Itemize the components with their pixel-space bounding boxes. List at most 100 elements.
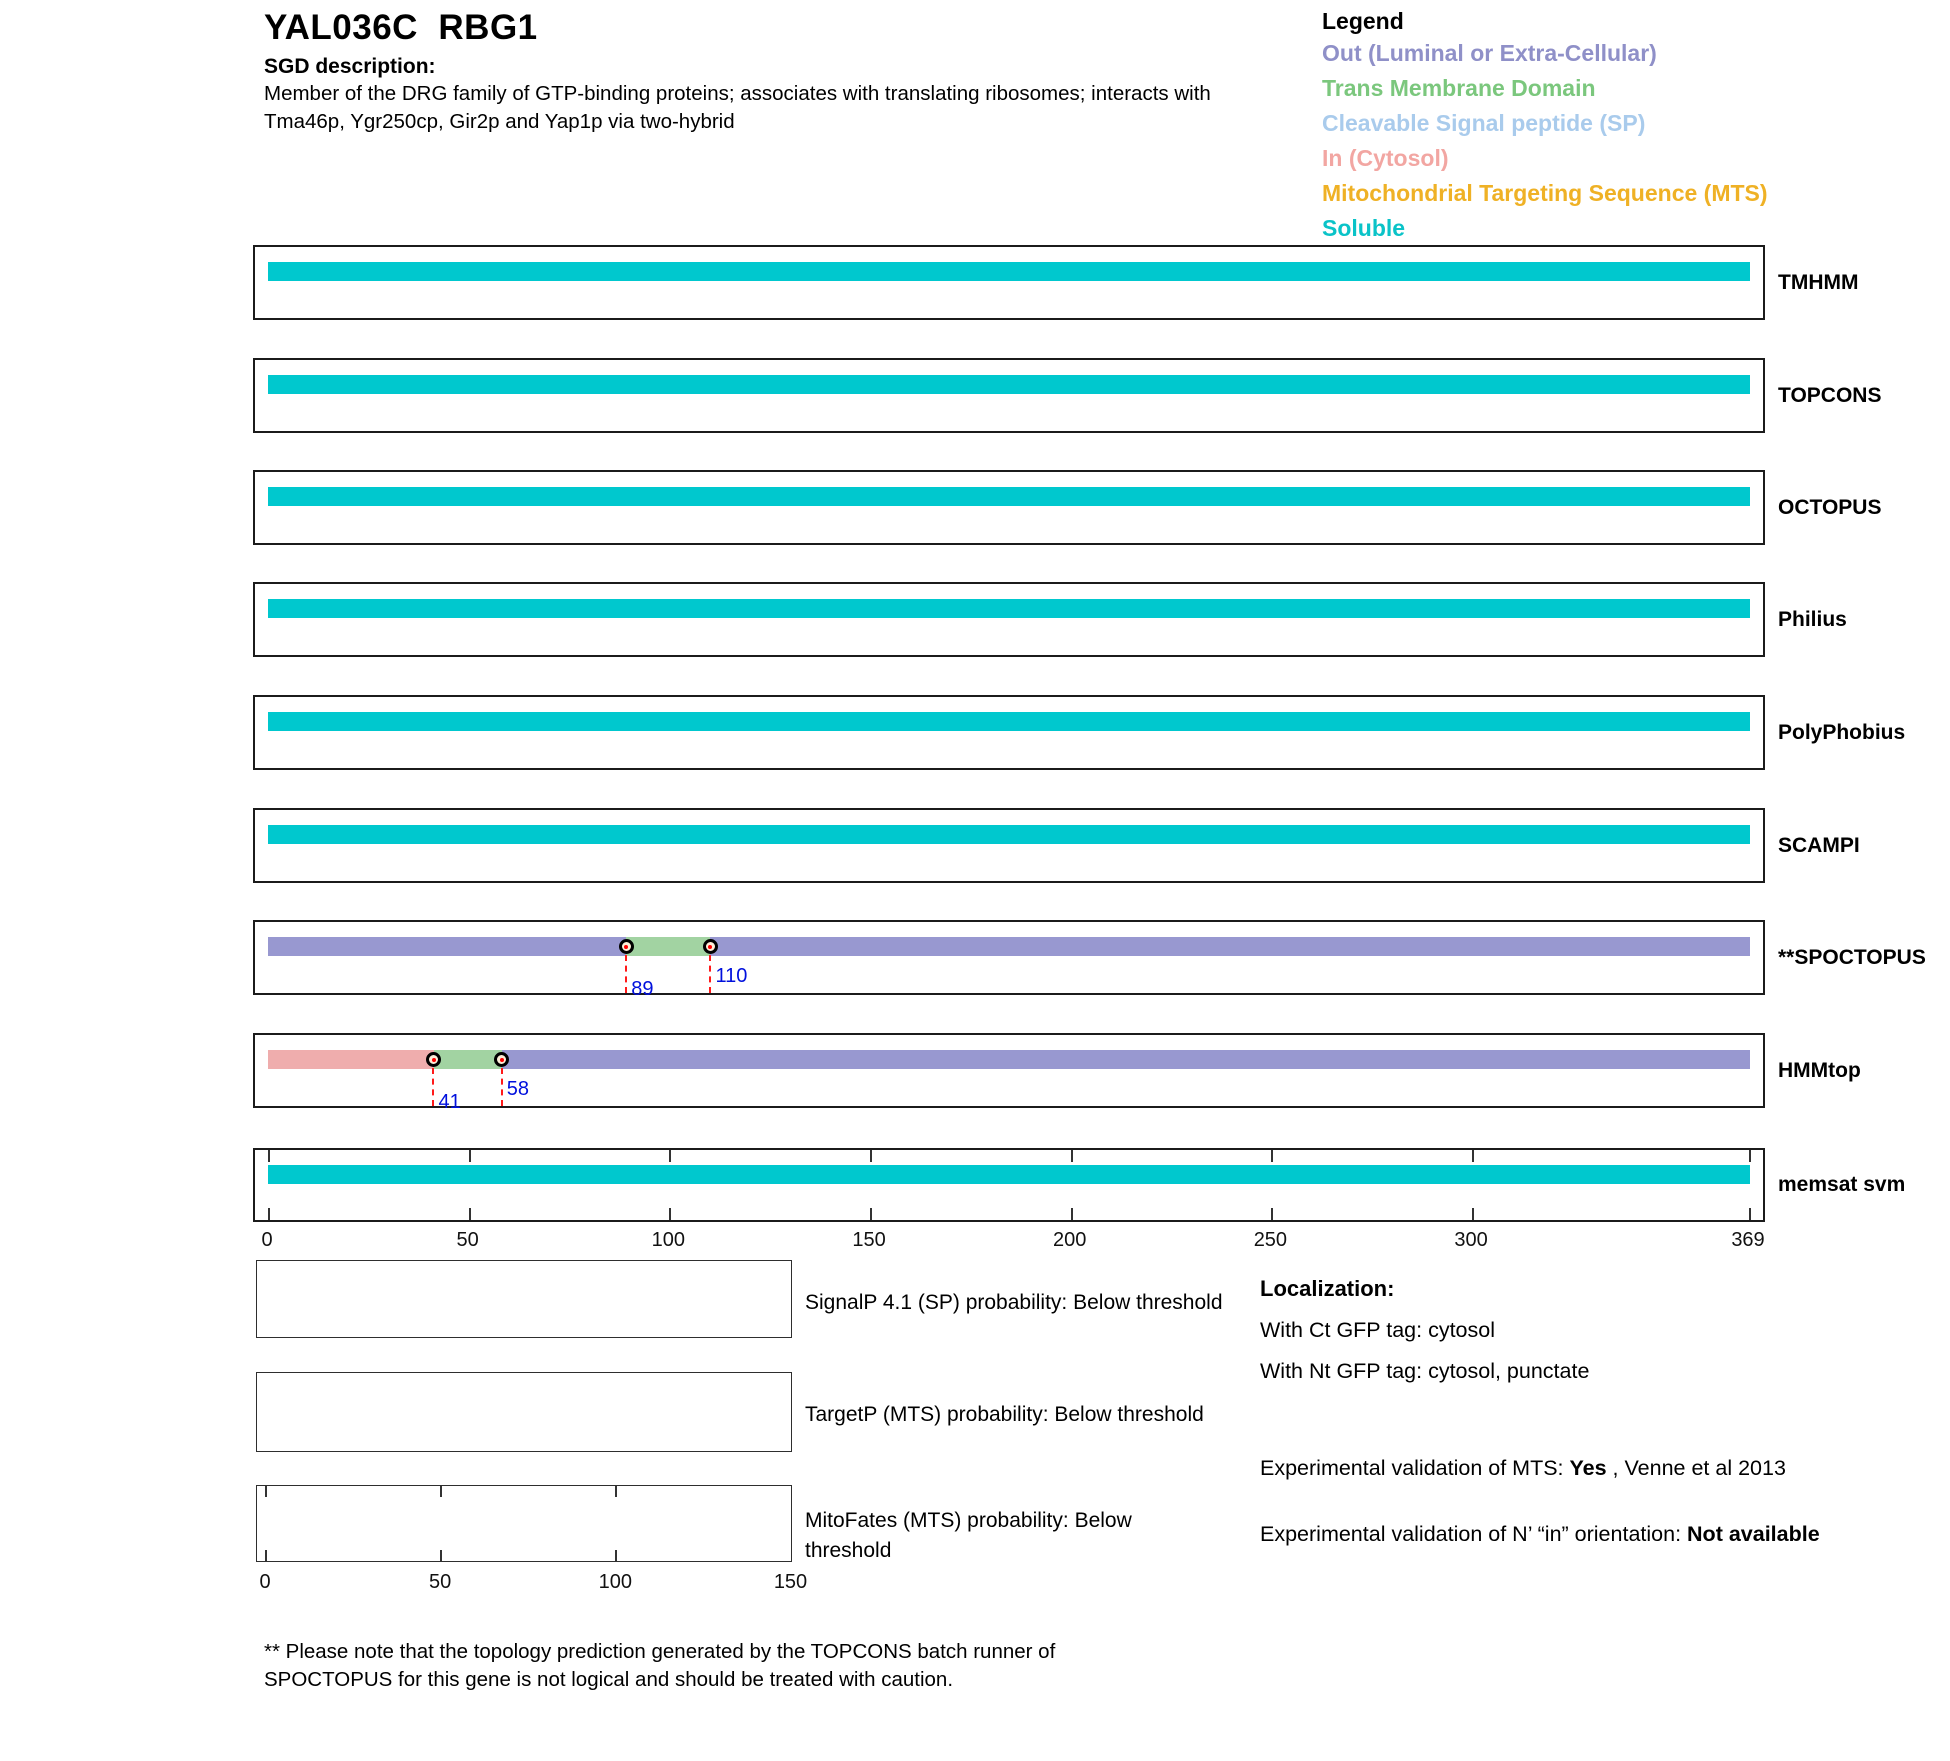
track-bar-segment-tm	[433, 1050, 502, 1069]
orientation-validation-prefix: Experimental validation of N’ “in” orien…	[1260, 1522, 1688, 1546]
legend-item-1: Out (Luminal or Extra-Cellular)	[1322, 40, 1657, 66]
legend-item-5: Mitochondrial Targeting Sequence (MTS)	[1322, 180, 1768, 206]
mts-validation-line: Experimental validation of MTS: Yes , Ve…	[1260, 1456, 1786, 1481]
track-box-hmmtop: 41 58	[253, 1033, 1765, 1113]
axis-tick-label: 369	[1731, 1229, 1765, 1251]
orientation-validation-value: Not available	[1687, 1522, 1820, 1546]
axis-tick-label: 150	[773, 1571, 808, 1593]
axis-tick-label: 50	[429, 1571, 452, 1593]
legend-item-6: Soluble	[1322, 215, 1406, 241]
marker-dashed-line	[500, 1067, 503, 1106]
footnote: ** Please note that the topology predict…	[264, 1638, 1055, 1693]
legend-title: Legend	[1322, 8, 1404, 34]
probability-plot-label-2: TargetP (MTS) probability: Below thresho…	[805, 1400, 1204, 1430]
track-bar-segment-soluble	[268, 375, 1750, 394]
track-bar-segment-soluble	[268, 262, 1750, 281]
sgd-description-line-2: Tma46p, Ygr250cp, Gir2p and Yap1p via tw…	[264, 110, 735, 133]
axis-tick-bottom	[1271, 1208, 1274, 1220]
marker-center-dot	[708, 944, 713, 949]
axis-tick-bottom	[1472, 1208, 1475, 1220]
marker-center-dot	[624, 944, 629, 949]
mts-validation-suffix: , Venne et al 2013	[1606, 1456, 1786, 1480]
track-box-spoctopus: 89 110	[253, 920, 1765, 1000]
track-bar-segment-soluble	[268, 599, 1750, 618]
axis-tick-top	[268, 1150, 270, 1162]
probability-plot-label-line: TargetP (MTS) probability: Below thresho…	[805, 1403, 1204, 1426]
track-label-spoctopus: **SPOCTOPUS	[1778, 945, 1926, 969]
topology-boundary-marker	[426, 1052, 442, 1067]
legend-item-2: Trans Membrane Domain	[1322, 75, 1596, 101]
sgd-description-heading: SGD description:	[264, 55, 436, 78]
axis-tick-bottom	[265, 1550, 267, 1561]
localization-ct-line: With Ct GFP tag: cytosol	[1260, 1318, 1495, 1342]
axis-tick-top	[1070, 1150, 1073, 1162]
axis-tick-top	[1271, 1150, 1274, 1162]
footnote-line-1: ** Please note that the topology predict…	[264, 1640, 1056, 1663]
track-bar-segment-out	[268, 937, 627, 956]
track-box-topcons	[253, 358, 1765, 433]
localization-heading: Localization:	[1260, 1276, 1395, 1301]
axis-tick-label: 150	[852, 1229, 886, 1251]
axis-tick-bottom	[468, 1208, 471, 1220]
track-box-memsatsvm	[253, 1148, 1765, 1222]
axis-tick-label: 100	[651, 1229, 686, 1251]
axis-tick-bottom	[440, 1550, 443, 1561]
axis-tick-label: 50	[456, 1229, 479, 1251]
marker-position-label: 58	[506, 1078, 530, 1100]
probability-plot-label-line: threshold	[805, 1539, 892, 1562]
footnote-line-2: SPOCTOPUS for this gene is not logical a…	[264, 1667, 954, 1691]
topology-boundary-marker	[702, 939, 718, 954]
probability-plot-label-line: SignalP 4.1 (SP) probability: Below thre…	[805, 1291, 1223, 1314]
track-label-polyphobius: PolyPhobius	[1778, 720, 1906, 744]
marker-center-dot	[431, 1057, 436, 1062]
mts-validation-value: Yes	[1569, 1456, 1607, 1480]
axis-tick-bottom	[1749, 1208, 1751, 1220]
track-bar-segment-soluble	[268, 487, 1750, 506]
probability-plot-box-3	[256, 1485, 792, 1562]
track-bar-segment-soluble	[268, 825, 1750, 844]
track-label-scampi: SCAMPI	[1778, 833, 1860, 857]
track-label-memsatsvm: memsat svm	[1778, 1173, 1906, 1196]
axis-tick-top	[669, 1150, 672, 1162]
axis-tick-label: 300	[1454, 1229, 1488, 1251]
track-box-tmhmm	[253, 245, 1765, 320]
track-box-octopus	[253, 470, 1765, 545]
marker-dashed-line	[432, 1067, 435, 1106]
sgd-description-line-1: Member of the DRG family of GTP-binding …	[264, 82, 1211, 105]
axis-tick-label: 200	[1053, 1229, 1087, 1251]
axis-tick-bottom	[870, 1208, 873, 1220]
track-bar-segment-tm	[626, 937, 711, 956]
track-box-scampi	[253, 808, 1765, 883]
track-bar-segment-out	[710, 937, 1750, 956]
orientation-validation-line: Experimental validation of N’ “in” orien…	[1260, 1518, 1835, 1551]
axis-tick-top	[265, 1486, 267, 1497]
legend-item-3: Cleavable Signal peptide (SP)	[1322, 110, 1646, 136]
axis-tick-label: 0	[259, 1571, 271, 1593]
probability-plot-box-2	[256, 1372, 792, 1452]
axis-tick-label: 250	[1253, 1229, 1288, 1251]
probability-plot-label-line: MitoFates (MTS) probability: Below	[805, 1509, 1132, 1532]
track-label-hmmtop: HMMtop	[1778, 1058, 1861, 1082]
axis-tick-bottom	[268, 1208, 270, 1220]
marker-center-dot	[499, 1057, 504, 1062]
probability-plot-box-1	[256, 1260, 792, 1338]
mts-validation-prefix: Experimental validation of MTS:	[1260, 1456, 1570, 1480]
marker-position-label: 89	[631, 978, 654, 1000]
track-bar-segment-soluble	[268, 712, 1750, 731]
axis-tick-top	[615, 1486, 618, 1497]
axis-tick-top	[1472, 1150, 1475, 1162]
topology-boundary-marker	[618, 939, 634, 954]
axis-tick-bottom	[1070, 1208, 1073, 1220]
track-label-topcons: TOPCONS	[1778, 383, 1882, 407]
localization-nt-line: With Nt GFP tag: cytosol, punctate	[1260, 1359, 1590, 1383]
axis-tick-bottom	[615, 1550, 618, 1561]
axis-tick-bottom	[669, 1208, 672, 1220]
legend: Legend Out (Luminal or Extra-Cellular) Tr…	[1322, 6, 1768, 246]
axis-tick-label: 100	[598, 1571, 633, 1593]
axis-tick-top	[870, 1150, 873, 1162]
page-title: YAL036C RBG1	[264, 8, 538, 47]
track-label-octopus: OCTOPUS	[1778, 495, 1882, 519]
axis-tick-label: 0	[261, 1229, 273, 1251]
track-box-polyphobius	[253, 695, 1765, 770]
